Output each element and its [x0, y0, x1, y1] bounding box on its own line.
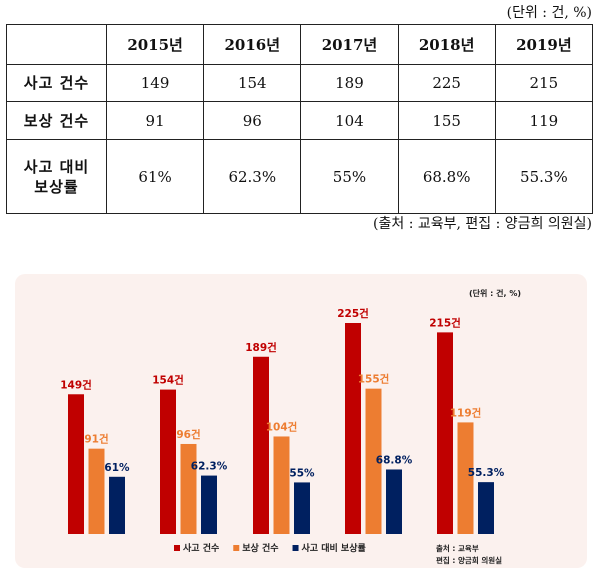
data-label: 225건 [337, 307, 369, 320]
table-cell: 68.8% [397, 139, 496, 214]
row-label: 사고 대비 보상률 [6, 139, 107, 214]
data-label: 55% [289, 467, 315, 479]
data-label: 189건 [245, 341, 277, 354]
row-label: 사고 건수 [6, 63, 107, 103]
data-label: 155건 [358, 373, 390, 386]
legend-swatch [233, 545, 240, 551]
legend-swatch [292, 545, 299, 551]
table-cell: 104 [300, 101, 399, 141]
table-row: 사고 건수 149 154 189 225 215 [6, 63, 594, 103]
source-label: 출처 : 교육부 [436, 543, 479, 553]
bar [160, 389, 176, 534]
table-source-label: (출처 : 교육부, 편집 : 양금희 의원실) [373, 216, 592, 232]
data-label: 215건 [429, 316, 461, 329]
bar [273, 436, 290, 534]
bar [457, 422, 474, 534]
table-row: 사고 대비 보상률 61% 62.3% 55% 68.8% 55.3% [6, 139, 594, 214]
bar [437, 332, 453, 534]
bar [109, 476, 125, 534]
bar [365, 388, 382, 534]
bar [201, 475, 217, 534]
bar [386, 469, 402, 534]
source-label: 편집 : 양금희 의원실 [436, 555, 502, 565]
data-label: 62.3% [191, 461, 228, 473]
data-label: 91건 [84, 433, 108, 446]
data-label: 55.3% [468, 467, 505, 479]
data-label: 61% [104, 462, 130, 474]
data-label: 96건 [176, 428, 200, 441]
row-label: 보상 건수 [6, 101, 107, 141]
table-cell: 215 [494, 63, 594, 103]
data-label: 154건 [152, 374, 184, 387]
table-cell: 61% [105, 139, 205, 214]
table-cell: 62.3% [203, 139, 302, 214]
table-corner-cell [6, 24, 107, 65]
table-header-row: 2015년 2016년 2017년 2018년 2019년 [6, 24, 594, 65]
data-table: 2015년 2016년 2017년 2018년 2019년 사고 건수 149 … [6, 24, 594, 214]
table-cell: 91 [105, 101, 205, 141]
data-label: 104건 [266, 420, 298, 433]
data-label: 68.8% [376, 454, 413, 466]
table-cell: 96 [203, 101, 302, 141]
data-label: 149건 [60, 378, 92, 391]
bar [345, 323, 361, 534]
table-row: 보상 건수 91 96 104 155 119 [6, 101, 594, 141]
bar [253, 356, 269, 534]
bar [68, 394, 84, 534]
bar [88, 448, 105, 534]
year-header: 2019년 [494, 24, 594, 65]
unit-label: (단위 : 건, %) [469, 288, 521, 298]
table-unit-label: (단위 : 건, %) [506, 5, 592, 21]
table-cell: 149 [105, 63, 205, 103]
table-cell: 55.3% [494, 139, 594, 214]
legend-swatch [174, 545, 180, 551]
bar [294, 482, 310, 534]
year-header: 2015년 [105, 24, 205, 65]
table-cell: 189 [300, 63, 399, 103]
bar [180, 443, 197, 534]
table-cell: 225 [397, 63, 496, 103]
table-cell: 155 [397, 101, 496, 141]
legend-label: 사고 건수 [183, 542, 219, 554]
year-header: 2017년 [300, 24, 399, 65]
data-label: 119건 [450, 406, 482, 419]
legend-label: 보상 건수 [242, 542, 278, 554]
table-cell: 55% [300, 139, 399, 214]
bar [478, 482, 494, 534]
legend-label: 사고 대비 보상률 [302, 542, 366, 554]
table-cell: 154 [203, 63, 302, 103]
